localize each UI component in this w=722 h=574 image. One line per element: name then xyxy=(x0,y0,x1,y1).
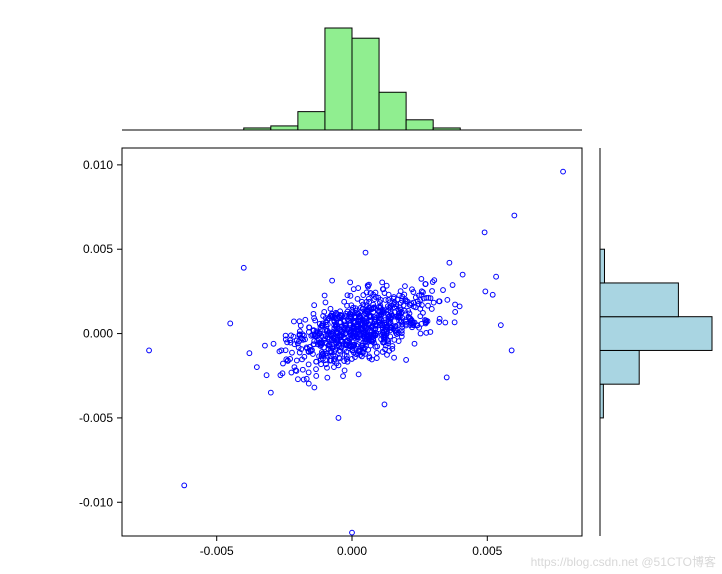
hist-bar xyxy=(600,249,604,283)
hist-bar xyxy=(298,112,325,130)
hist-bar xyxy=(244,128,271,130)
y-tick-label: -0.010 xyxy=(79,495,113,509)
x-tick-label: -0.005 xyxy=(200,544,234,558)
hist-bar xyxy=(325,28,352,130)
scatter-points xyxy=(147,169,566,535)
hist-bar xyxy=(433,128,460,130)
hist-bar xyxy=(600,317,712,351)
hist-bar xyxy=(600,384,603,418)
hist-bar xyxy=(352,38,379,130)
x-tick-label: 0.000 xyxy=(337,544,367,558)
scatter-plot: -0.005 0.000 0.005 -0.010 -0.005 0.000 0.005 0.… xyxy=(79,148,582,558)
y-tick-label: 0.005 xyxy=(83,242,113,256)
top-histogram xyxy=(122,28,582,130)
right-histogram xyxy=(600,148,712,536)
hist-bar xyxy=(600,283,678,317)
hist-bar xyxy=(271,126,298,130)
y-tick-label: -0.005 xyxy=(79,411,113,425)
x-tick-label: 0.005 xyxy=(472,544,502,558)
hist-bar xyxy=(600,350,639,384)
marginal-scatter-figure: -0.005 0.000 0.005 -0.010 -0.005 0.000 0.005 0.… xyxy=(0,0,722,574)
y-tick-label: 0.010 xyxy=(83,158,113,172)
y-tick-label: 0.000 xyxy=(83,327,113,341)
hist-bar xyxy=(379,92,406,130)
hist-bar xyxy=(406,120,433,130)
